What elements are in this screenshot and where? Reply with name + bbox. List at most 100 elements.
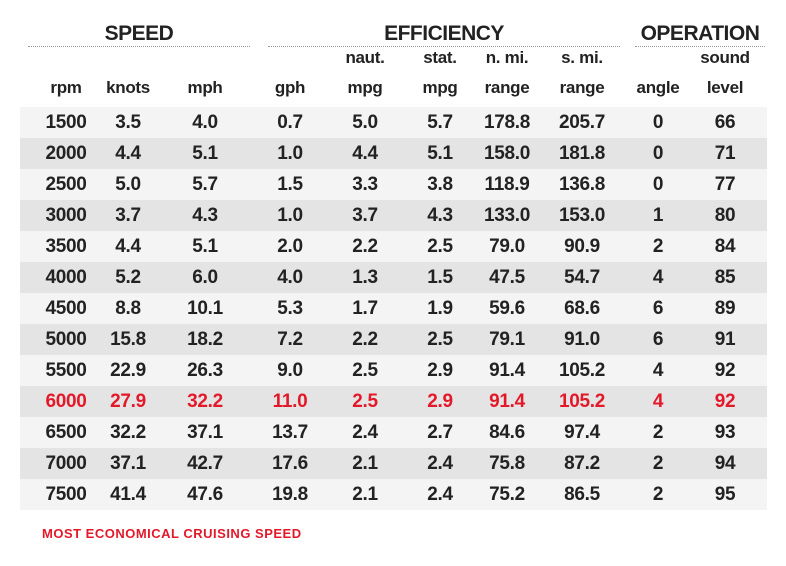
table-cell: 71 <box>714 143 736 164</box>
table-cell: 2.2 <box>352 329 378 350</box>
table-row: 6500 32.2 37.1 13.7 2.4 2.7 84.6 97.4 2 93 <box>20 417 767 448</box>
table-cell: 4.3 <box>192 205 218 226</box>
table-cell: 1.0 <box>277 205 303 226</box>
table-cell: 2.5 <box>427 329 453 350</box>
table-row: 2000 4.4 5.1 1.0 4.4 5.1 158.0 181.8 0 71 <box>20 138 767 169</box>
table-cell: 32.2 <box>187 391 223 412</box>
table-cell: 7.2 <box>277 329 303 350</box>
divider <box>268 46 620 47</box>
column-header-top: s. mi. <box>561 48 603 67</box>
table-cell: 5.0 <box>115 174 141 195</box>
table-row: 7000 37.1 42.7 17.6 2.1 2.4 75.8 87.2 2 94 <box>20 448 767 479</box>
table-cell: 178.8 <box>483 112 531 133</box>
table-cell: 1.0 <box>277 143 303 164</box>
column-header-bottom: rpm <box>50 78 82 97</box>
table-cell: 7000 <box>45 453 87 474</box>
table-cell: 3000 <box>45 205 87 226</box>
table-cell: 15.8 <box>110 329 146 350</box>
table-cell: 79.0 <box>489 236 525 257</box>
table-cell: 91.4 <box>489 360 525 381</box>
table-cell: 95 <box>714 484 736 505</box>
table-cell: 2500 <box>45 174 87 195</box>
table-row: 7500 41.4 47.6 19.8 2.1 2.4 75.2 86.5 2 95 <box>20 479 767 510</box>
table-cell: 2.1 <box>352 453 378 474</box>
column-header-bottom: gph <box>274 78 306 97</box>
table-cell: 42.7 <box>187 453 223 474</box>
table-cell: 105.2 <box>558 360 606 381</box>
table-cell: 3.7 <box>115 205 141 226</box>
table-cell: 5.1 <box>192 236 218 257</box>
table-cell: 4500 <box>45 298 87 319</box>
table-cell: 86.5 <box>564 484 600 505</box>
column-header-bottom: range <box>559 78 605 97</box>
table-cell: 2.5 <box>427 236 453 257</box>
table-cell: 4 <box>652 360 664 381</box>
table-cell: 105.2 <box>558 391 606 412</box>
column-header-bottom: level <box>706 78 744 97</box>
column-header-bottom: mph <box>187 78 223 97</box>
table-cell: 68.6 <box>564 298 600 319</box>
group-operation: OPERATION <box>640 22 760 45</box>
table-cell: 158.0 <box>483 143 531 164</box>
table-cell: 153.0 <box>558 205 606 226</box>
table-cell: 4.4 <box>115 236 141 257</box>
table-cell: 5.7 <box>192 174 218 195</box>
table-cell: 0 <box>652 112 664 133</box>
table-cell: 133.0 <box>483 205 531 226</box>
table-cell: 9.0 <box>277 360 303 381</box>
table-cell: 87.2 <box>564 453 600 474</box>
table-cell: 3.7 <box>352 205 378 226</box>
table-cell: 118.9 <box>484 174 530 195</box>
table-cell: 4000 <box>45 267 87 288</box>
table-cell: 0.7 <box>277 112 303 133</box>
table-cell: 1.9 <box>427 298 453 319</box>
table-cell: 6.0 <box>192 267 218 288</box>
table-cell: 92 <box>714 391 736 412</box>
table-cell: 0 <box>652 143 664 164</box>
table-row: 4000 5.2 6.0 4.0 1.3 1.5 47.5 54.7 4 85 <box>20 262 767 293</box>
column-header-bottom: mpg <box>422 78 458 97</box>
table-cell: 17.6 <box>272 453 308 474</box>
table-cell: 4.4 <box>115 143 141 164</box>
table-row: 3000 3.7 4.3 1.0 3.7 4.3 133.0 153.0 1 80 <box>20 200 767 231</box>
table-cell: 77 <box>714 174 736 195</box>
table-cell: 91.4 <box>489 391 525 412</box>
table-row: 2500 5.0 5.7 1.5 3.3 3.8 118.9 136.8 0 77 <box>20 169 767 200</box>
table-cell: 4.4 <box>352 143 378 164</box>
table-cell: 4.0 <box>277 267 303 288</box>
table-cell: 2000 <box>45 143 87 164</box>
table-cell: 0 <box>652 174 664 195</box>
table-cell: 54.7 <box>564 267 600 288</box>
table-cell: 5.3 <box>277 298 303 319</box>
table-cell: 2 <box>652 453 664 474</box>
table-cell: 2.5 <box>352 391 378 412</box>
group-efficiency: EFFICIENCY <box>384 22 504 45</box>
divider <box>635 46 765 47</box>
table-cell: 3.5 <box>115 112 141 133</box>
table-cell: 6 <box>652 329 664 350</box>
table-cell: 2.7 <box>427 422 453 443</box>
table-cell: 7500 <box>45 484 87 505</box>
table-row: 5500 22.9 26.3 9.0 2.5 2.9 91.4 105.2 4 92 <box>20 355 767 386</box>
table-cell: 1500 <box>45 112 87 133</box>
table-cell: 91.0 <box>564 329 600 350</box>
table-cell: 1.7 <box>352 298 378 319</box>
table-row: 6000 27.9 32.2 11.0 2.5 2.9 91.4 105.2 4 92 <box>20 386 767 417</box>
table-cell: 26.3 <box>187 360 223 381</box>
table-cell: 8.8 <box>115 298 141 319</box>
table-cell: 47.6 <box>187 484 223 505</box>
table-cell: 75.8 <box>489 453 525 474</box>
table-cell: 2.4 <box>427 453 453 474</box>
table-cell: 32.2 <box>110 422 146 443</box>
table-cell: 1.3 <box>352 267 378 288</box>
table-cell: 6 <box>652 298 664 319</box>
table-cell: 2 <box>652 422 664 443</box>
table-cell: 3.8 <box>427 174 453 195</box>
column-header-bottom: range <box>484 78 530 97</box>
table-cell: 22.9 <box>110 360 146 381</box>
table-row: 4500 8.8 10.1 5.3 1.7 1.9 59.6 68.6 6 89 <box>20 293 767 324</box>
table-cell: 2.0 <box>277 236 303 257</box>
table-cell: 1 <box>652 205 664 226</box>
table-cell: 3.3 <box>352 174 378 195</box>
table-cell: 80 <box>714 205 736 226</box>
